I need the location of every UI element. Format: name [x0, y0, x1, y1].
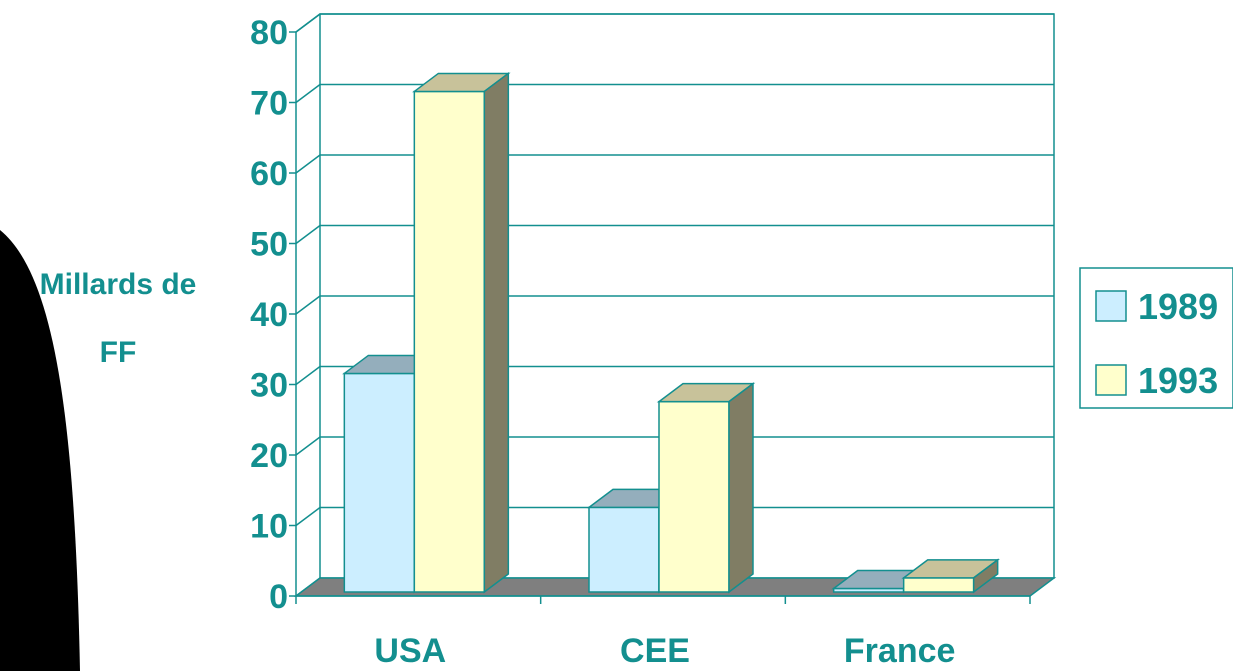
grid-diagonal	[295, 224, 321, 245]
bars	[342, 71, 1000, 594]
bar-france-1993	[901, 558, 1000, 594]
y-axis-title: Millards de FF	[40, 268, 197, 369]
bar-front	[588, 506, 660, 593]
y-axis-title-line: FF	[100, 336, 137, 369]
grid-diagonal	[295, 154, 321, 174]
bar-side	[728, 382, 754, 594]
y-tick-label: 70	[250, 85, 288, 123]
y-tick-label: 60	[250, 155, 288, 193]
y-tick-label: 20	[250, 437, 288, 475]
y-tick-label: 10	[250, 508, 288, 546]
bar-usa-1993	[412, 71, 511, 594]
bar-front	[902, 577, 975, 593]
grid-diagonal	[295, 506, 321, 527]
grid-diagonal	[295, 365, 321, 386]
decorative-black-shape	[0, 230, 80, 671]
legend: 1989 1993	[1079, 267, 1233, 409]
bar-front	[413, 90, 486, 593]
legend-swatch	[1095, 364, 1127, 396]
axes	[289, 31, 1031, 604]
x-tick-label: CEE	[620, 632, 690, 670]
x-tick-label: France	[844, 632, 956, 670]
grid-diagonal	[295, 436, 321, 456]
y-tick-label: 30	[250, 367, 288, 405]
legend-label: 1993	[1138, 360, 1218, 401]
y-tick-label: 80	[250, 14, 288, 52]
legend-swatch	[1095, 290, 1127, 322]
grid-diagonal	[295, 83, 321, 104]
grid-diagonal	[295, 295, 321, 315]
y-tick-label: 0	[269, 578, 288, 616]
bar-cee-1993	[656, 382, 756, 594]
bar-front	[343, 372, 416, 593]
y-tick-labels: 0 10 20 30 40 50 60 70 80	[250, 14, 288, 616]
legend-label: 1989	[1138, 286, 1218, 327]
grid-diagonal	[295, 13, 321, 33]
y-tick-label: 50	[250, 226, 288, 264]
bar-side	[972, 558, 999, 594]
bar-side	[483, 71, 510, 594]
y-axis-title-line: Millards de	[40, 268, 197, 301]
x-tick-label: USA	[374, 632, 446, 670]
y-tick-label: 40	[250, 296, 288, 334]
x-tick-labels: USA CEE France	[374, 632, 955, 670]
bar-front	[658, 400, 730, 593]
